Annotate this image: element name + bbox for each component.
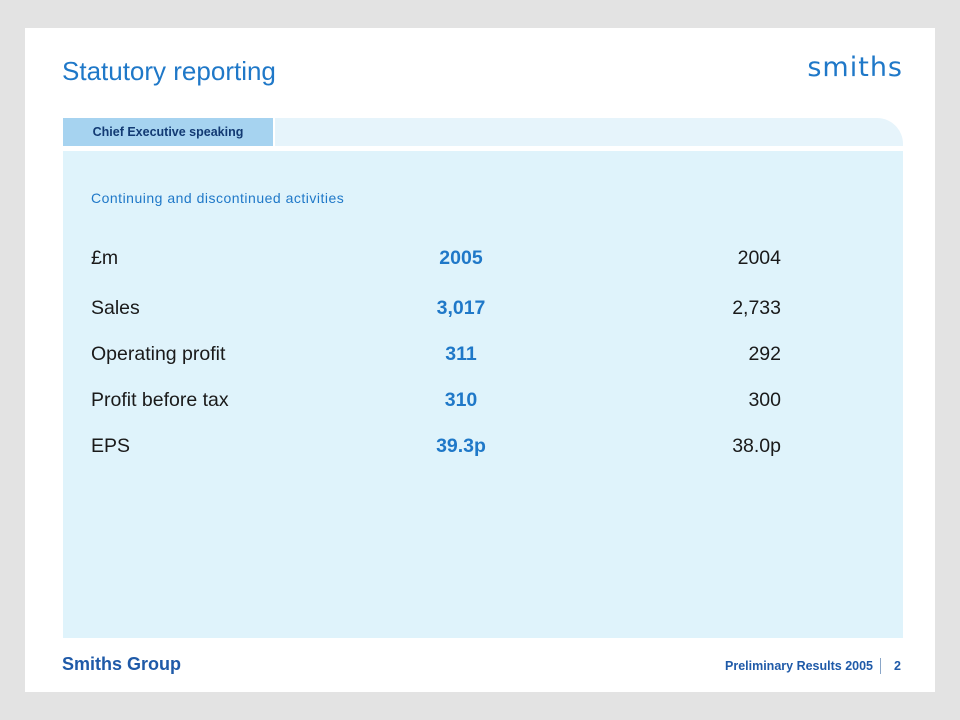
smiths-logo: smiths	[807, 52, 903, 83]
slide: Statutory reporting smiths Chief Executi…	[25, 28, 935, 692]
footer-divider	[880, 658, 881, 674]
panel-subtitle: Continuing and discontinued activities	[91, 190, 345, 206]
row-label: Operating profit	[91, 342, 226, 365]
row-prior-value: 300	[748, 388, 781, 411]
footer-company-name: Smiths Group	[62, 654, 182, 674]
header-prior-year: 2004	[737, 246, 781, 269]
page-number: 2	[894, 659, 901, 673]
row-prior-value: 2,733	[732, 296, 781, 319]
section-tab-bar: Chief Executive speaking	[63, 118, 903, 146]
row-current-value: 310	[444, 388, 478, 411]
footer-event-name: Preliminary Results 2005	[725, 659, 873, 673]
table-header-row: £m 2005 2004	[91, 231, 781, 285]
table-row: Profit before tax 310 300	[91, 377, 781, 423]
header-unit: £m	[91, 246, 119, 269]
table-row: Operating profit 311 292	[91, 331, 781, 377]
row-prior-value: 38.0p	[732, 434, 781, 457]
content-panel: Continuing and discontinued activities £…	[63, 151, 903, 638]
table-row: Sales 3,017 2,733	[91, 285, 781, 331]
row-label: EPS	[91, 434, 131, 457]
row-current-value: 3,017	[436, 296, 486, 319]
row-prior-value: 292	[748, 342, 781, 365]
results-table: £m 2005 2004 Sales 3,017 2,733 Operating…	[91, 231, 781, 469]
row-label: Sales	[91, 296, 140, 319]
row-current-value: 39.3p	[436, 434, 486, 457]
slide-title: Statutory reporting	[62, 56, 276, 86]
header-current-year: 2005	[439, 246, 483, 269]
table-row: EPS 39.3p 38.0p	[91, 423, 781, 469]
row-current-value: 311	[445, 342, 477, 365]
row-label: Profit before tax	[91, 388, 229, 411]
section-tab: Chief Executive speaking	[63, 118, 275, 146]
